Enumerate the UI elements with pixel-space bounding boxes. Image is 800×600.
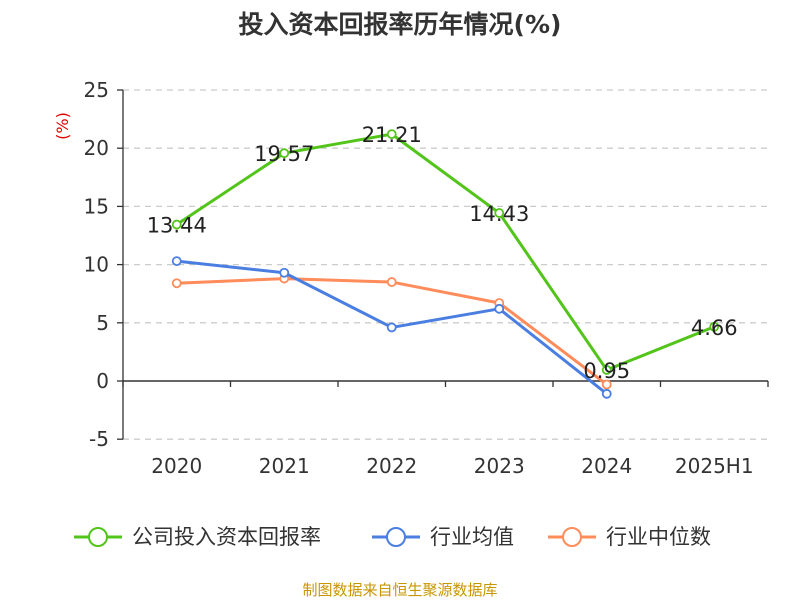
legend-item: 行业中位数 xyxy=(548,525,711,549)
x-tick-label: 2025H1 xyxy=(675,454,754,478)
data-point xyxy=(494,303,505,314)
data-point xyxy=(709,321,720,332)
legend-label: 公司投入资本回报率 xyxy=(132,525,321,549)
y-axis-label: (%) xyxy=(53,112,72,140)
series-行业均值 xyxy=(171,256,612,399)
data-point xyxy=(386,129,397,140)
data-label: 4.66 xyxy=(691,316,738,340)
data-point xyxy=(494,208,505,218)
data-label: 14.43 xyxy=(469,202,529,226)
axes: -5 0 5 10 15 20 25 2020 2021 2022 2023 2024 2025H1 xyxy=(84,78,769,478)
x-tick-label: 2022 xyxy=(366,454,417,478)
data-point xyxy=(386,322,397,333)
source-note: 制图数据来自恒生聚源数据库 xyxy=(302,581,497,599)
legend-marker xyxy=(562,527,582,547)
legend-marker xyxy=(386,527,406,547)
x-tick-label: 2021 xyxy=(259,454,310,478)
series-line xyxy=(175,132,715,372)
data-label: 21.21 xyxy=(362,123,422,147)
data-point xyxy=(171,278,182,289)
chart-title: 投入资本回报率历年情况(%) xyxy=(239,10,562,39)
legend-item: 行业均值 xyxy=(372,525,514,549)
legend-item: 公司投入资本回报率 xyxy=(74,525,321,549)
series-公司投入资本回报率: 13.44 19.57 21.21 14.43 0.95 4.66 xyxy=(147,123,738,383)
data-point xyxy=(601,365,612,375)
x-tick-label: 2024 xyxy=(581,454,632,478)
data-label: 13.44 xyxy=(147,214,207,238)
data-point xyxy=(601,388,612,399)
legend-marker xyxy=(88,527,108,547)
series-group: 13.44 19.57 21.21 14.43 0.95 4.66 xyxy=(147,123,738,399)
grid xyxy=(123,89,768,440)
data-point xyxy=(279,267,290,278)
y-tick-label: 20 xyxy=(84,136,109,160)
legend-label: 行业中位数 xyxy=(606,525,711,549)
y-tick-label: 0 xyxy=(96,369,109,393)
y-tick-label: -5 xyxy=(89,427,109,451)
data-point xyxy=(171,219,182,230)
y-tick-label: 10 xyxy=(84,253,109,277)
y-tick-label: 5 xyxy=(96,311,109,335)
data-label: 0.95 xyxy=(583,359,630,383)
x-tick-label: 2023 xyxy=(474,454,525,478)
y-tick-label: 25 xyxy=(84,78,109,102)
data-point xyxy=(601,379,612,390)
data-point xyxy=(171,256,182,267)
y-tick-label: 15 xyxy=(84,194,109,218)
x-tick-label: 2020 xyxy=(151,454,202,478)
data-label: 19.57 xyxy=(254,142,314,166)
data-point xyxy=(386,277,397,287)
data-point xyxy=(279,148,290,159)
legend-label: 行业均值 xyxy=(430,525,514,549)
legend: 公司投入资本回报率 行业均值 行业中位数 xyxy=(74,525,711,549)
